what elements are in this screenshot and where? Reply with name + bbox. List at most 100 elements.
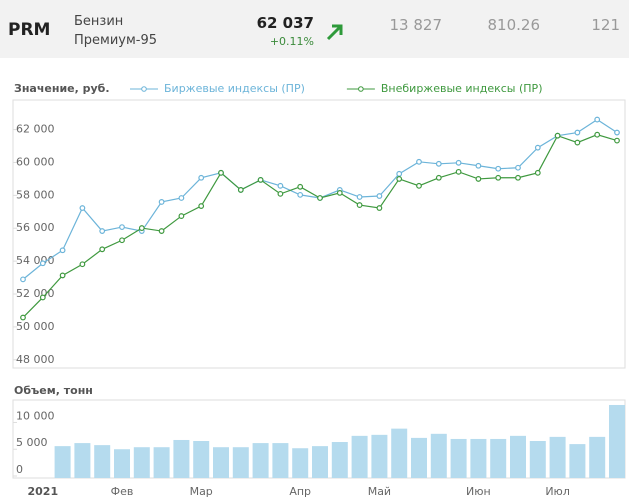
bar — [74, 443, 91, 478]
point — [59, 272, 66, 279]
bar — [153, 447, 170, 478]
series-line — [22, 134, 618, 318]
point — [455, 168, 462, 175]
point — [594, 131, 601, 138]
bar — [173, 439, 190, 478]
point — [237, 187, 244, 193]
point — [158, 228, 165, 234]
point — [455, 159, 462, 166]
bar — [430, 433, 447, 478]
legend-marker — [141, 86, 147, 92]
point — [435, 160, 442, 167]
point — [475, 162, 482, 169]
y-label: Объем, тонн — [14, 384, 93, 397]
point — [534, 169, 541, 176]
point — [277, 190, 284, 197]
point — [554, 132, 561, 139]
y-tick-label: 0 — [16, 463, 23, 476]
bar — [589, 436, 606, 478]
bar — [391, 428, 408, 478]
point — [515, 174, 521, 181]
bar — [312, 446, 328, 478]
bar — [371, 434, 388, 478]
bar — [331, 442, 348, 478]
name: Премиум-95 — [74, 33, 158, 48]
point — [574, 139, 581, 146]
point — [39, 294, 46, 301]
name: Бензин — [74, 14, 124, 29]
point — [158, 199, 165, 205]
point — [218, 169, 224, 176]
point — [297, 183, 304, 190]
point — [416, 158, 422, 165]
legend-label: Внебиржевые индексы (ПР) — [381, 82, 543, 95]
point — [435, 174, 442, 181]
point — [119, 237, 125, 244]
point — [39, 260, 46, 267]
point — [614, 129, 620, 136]
point — [416, 182, 422, 189]
bar — [549, 436, 566, 478]
point — [198, 174, 205, 181]
stat: 810.26 — [487, 16, 541, 34]
y-tick-label: 5 000 — [16, 436, 48, 449]
bar — [114, 449, 130, 478]
bar — [510, 435, 526, 478]
y-tick-label: 48 000 — [16, 353, 55, 366]
point — [495, 165, 502, 172]
bar — [232, 447, 249, 478]
header: PRM Бензин Премиум-95 62 037 +0.11% 13 8… — [0, 0, 629, 58]
point — [79, 261, 86, 268]
point — [138, 225, 145, 231]
bar — [193, 440, 210, 478]
point — [59, 247, 66, 254]
stat: 13 827 — [389, 16, 443, 34]
x-tick-label: Июл — [545, 485, 570, 498]
y-label: Значение, руб. — [14, 82, 110, 95]
plot-frame — [12, 99, 626, 369]
point — [515, 164, 521, 171]
x-tick-label: 2021 — [27, 485, 58, 498]
point — [534, 144, 541, 151]
y-tick-label: 50 000 — [16, 320, 55, 333]
ticker[interactable]: PRM — [8, 20, 51, 40]
price: 62 037 — [256, 14, 314, 32]
bar — [94, 445, 111, 478]
y-tick-label: 56 000 — [16, 221, 55, 234]
bar — [609, 404, 625, 478]
bar — [54, 446, 71, 478]
legend-marker — [358, 86, 364, 92]
x-tick-label: Фев — [111, 485, 134, 498]
change: +0.11% — [269, 35, 314, 48]
point — [79, 205, 86, 211]
bar — [133, 447, 150, 478]
point — [475, 176, 482, 182]
x-tick-label: Июн — [466, 485, 491, 498]
point — [178, 195, 185, 201]
point — [178, 213, 185, 219]
bar — [252, 443, 269, 478]
bar — [213, 447, 229, 478]
x-tick-label: Апр — [289, 485, 311, 498]
x-tick-label: Май — [368, 485, 391, 498]
y-tick-label: 60 000 — [16, 155, 55, 168]
point — [257, 177, 264, 183]
point — [317, 195, 323, 201]
bar — [490, 438, 507, 478]
point — [356, 194, 363, 200]
y-tick-label: 54 000 — [16, 254, 55, 267]
x-tick-label: Мар — [190, 485, 213, 498]
point — [336, 189, 343, 196]
legend-label: Биржевые индексы (ПР) — [164, 82, 305, 95]
point — [119, 224, 125, 230]
point — [376, 205, 383, 211]
point — [614, 137, 620, 144]
point — [20, 314, 26, 321]
y-tick-label: 58 000 — [16, 188, 55, 201]
point — [297, 191, 304, 198]
point — [99, 246, 106, 253]
bar — [470, 438, 487, 478]
point — [99, 228, 106, 234]
y-tick-label: 62 000 — [16, 123, 55, 136]
